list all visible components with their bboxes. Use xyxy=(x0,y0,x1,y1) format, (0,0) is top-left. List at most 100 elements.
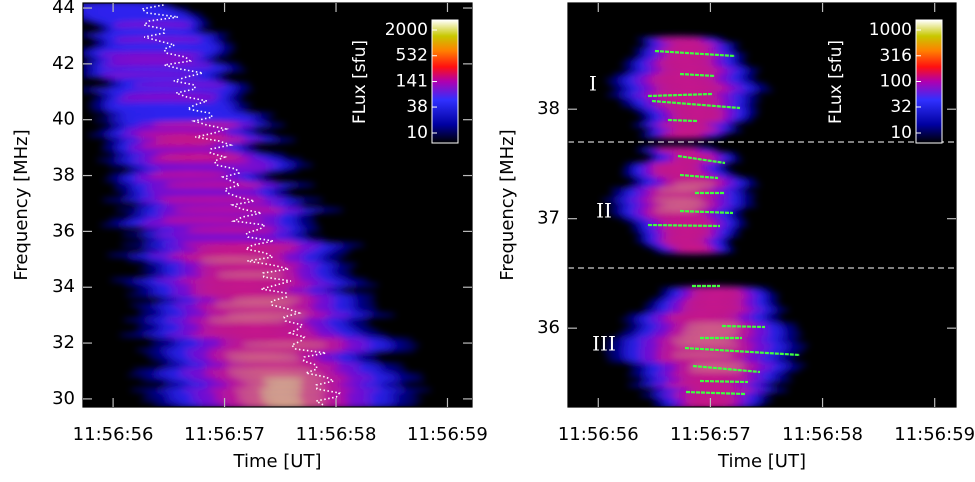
emission xyxy=(657,228,713,232)
emission xyxy=(668,113,728,117)
emission xyxy=(658,68,727,72)
emission xyxy=(656,188,702,192)
emission xyxy=(653,348,755,352)
emission xyxy=(682,298,747,302)
emission xyxy=(153,138,248,142)
emission xyxy=(670,128,719,132)
y-tick-label: 30 xyxy=(52,388,75,409)
y-axis-label: Frequency [MHz] xyxy=(11,129,32,280)
emission xyxy=(140,143,217,147)
emission xyxy=(197,263,304,267)
region-label: II xyxy=(596,199,612,223)
colorbar-tick-label: 100 xyxy=(880,72,912,92)
emission xyxy=(657,123,710,127)
emission xyxy=(231,298,302,302)
emission xyxy=(664,383,737,387)
x-tick-label: 11:56:57 xyxy=(184,424,265,445)
emission xyxy=(648,83,728,87)
emission xyxy=(688,363,747,367)
y-axis-label: Frequency [MHz] xyxy=(497,129,518,280)
colorbar-tick-label: 10 xyxy=(890,123,912,143)
emission xyxy=(673,248,715,252)
fine-structure xyxy=(679,173,719,180)
emission xyxy=(663,233,715,237)
colorbar-label: FLux [sfu] xyxy=(826,40,846,124)
emission xyxy=(679,333,741,337)
emission xyxy=(677,378,754,382)
y-tick-label: 38 xyxy=(537,98,560,119)
emission xyxy=(685,323,741,327)
fine-structure xyxy=(692,364,761,374)
emission xyxy=(155,153,243,157)
fine-structure xyxy=(654,49,736,58)
emission xyxy=(194,248,299,252)
emission xyxy=(661,133,706,137)
emission xyxy=(98,52,205,58)
emission xyxy=(672,393,737,397)
y-tick-label: 34 xyxy=(52,276,75,297)
emission xyxy=(187,333,321,337)
colorbar-tick-label: 141 xyxy=(396,72,428,92)
emission xyxy=(643,78,719,82)
y-tick-label: 40 xyxy=(52,109,75,130)
emission xyxy=(665,313,742,317)
emission xyxy=(669,338,733,342)
emission xyxy=(687,288,744,292)
emission xyxy=(644,213,710,217)
y-tick-label: 36 xyxy=(537,317,560,338)
emission xyxy=(265,383,303,387)
colorbar-label: FLux [sfu] xyxy=(350,40,370,124)
emission xyxy=(258,388,304,392)
emission xyxy=(225,368,315,372)
emission xyxy=(199,258,269,262)
emission xyxy=(228,358,303,362)
emission xyxy=(649,168,704,172)
colorbar-tick-label: 32 xyxy=(890,97,912,117)
emission xyxy=(151,123,241,127)
emission xyxy=(223,353,299,357)
x-tick-label: 11:56:59 xyxy=(894,424,975,445)
emission xyxy=(182,243,303,247)
fine-structure xyxy=(651,99,741,110)
emission xyxy=(668,43,717,47)
emission xyxy=(135,133,229,137)
emission xyxy=(148,173,229,177)
x-axis-label: Time [UT] xyxy=(717,451,806,472)
x-axis-label: Time [UT] xyxy=(233,451,322,472)
spectrum xyxy=(83,3,433,407)
drift-track xyxy=(139,4,341,406)
emission xyxy=(196,323,312,327)
y-tick-label: 42 xyxy=(52,53,75,74)
emission xyxy=(650,163,702,167)
emission xyxy=(658,38,703,42)
region-label: III xyxy=(592,332,616,356)
colorbar-tick-label: 316 xyxy=(880,46,912,66)
fine-structure xyxy=(667,118,699,123)
emission xyxy=(678,303,747,307)
emission xyxy=(206,348,346,352)
y-tick-label: 38 xyxy=(52,165,75,186)
x-tick-label: 11:56:56 xyxy=(558,424,639,445)
fine-structure xyxy=(721,324,766,329)
emission xyxy=(213,303,294,307)
y-tick-label: 37 xyxy=(537,208,560,229)
emission xyxy=(653,358,747,362)
emission xyxy=(172,208,286,212)
x-tick-label: 11:56:59 xyxy=(407,424,488,445)
fine-structure xyxy=(679,209,734,215)
emission xyxy=(196,328,318,332)
emission xyxy=(680,308,753,312)
region-label: I xyxy=(589,72,597,96)
emission xyxy=(671,353,734,357)
emission xyxy=(175,278,303,282)
emission xyxy=(158,198,268,202)
colorbar-tick-label: 532 xyxy=(396,46,428,66)
emission xyxy=(664,108,728,112)
colorbar-tick-label: 1000 xyxy=(869,20,912,40)
y-tick-label: 36 xyxy=(52,220,75,241)
fine-structure xyxy=(647,92,713,98)
emission xyxy=(680,403,737,407)
y-tick-label: 32 xyxy=(52,332,75,353)
emission xyxy=(260,398,303,402)
